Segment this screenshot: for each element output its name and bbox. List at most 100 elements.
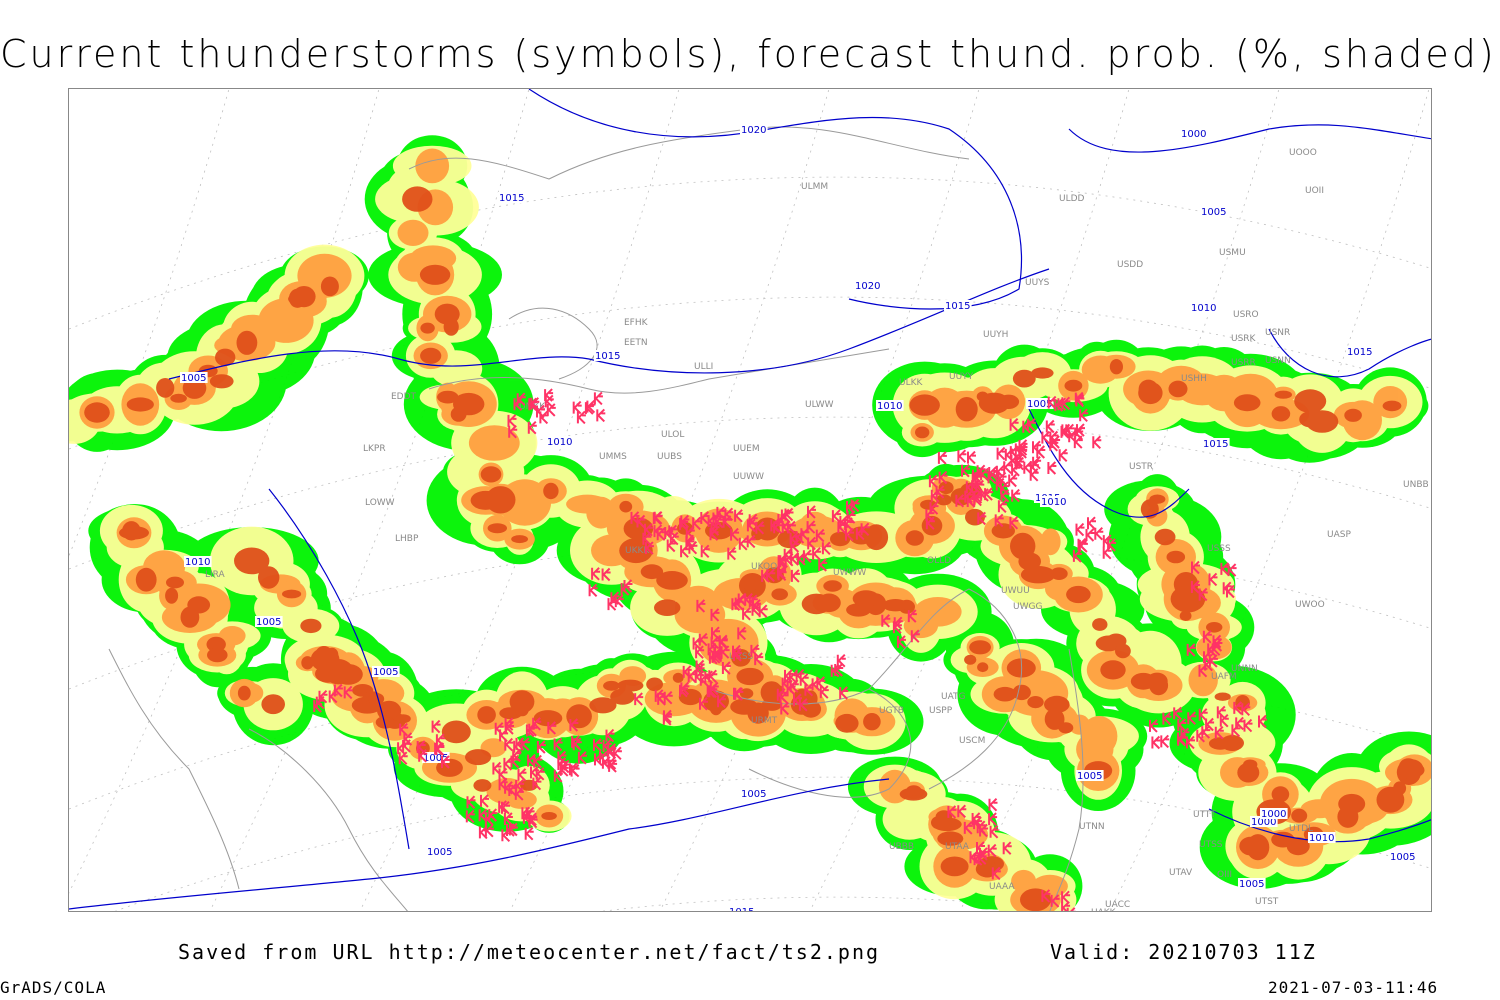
prob-cell <box>477 706 496 724</box>
thunderstorm-symbol <box>821 541 831 556</box>
station-lkpr: LKPR <box>363 444 386 454</box>
thunderstorm-symbol <box>845 527 854 542</box>
prob-cell <box>836 714 853 727</box>
prob-cell <box>965 508 985 526</box>
prob-cell <box>1115 643 1131 659</box>
meridian <box>69 89 380 894</box>
prob-cell <box>1170 585 1206 613</box>
prob-cell <box>1109 359 1123 375</box>
isobar-label: 1020 <box>741 125 766 136</box>
isobar-label: 1000 <box>1251 817 1276 828</box>
thunderstorm-symbol <box>505 721 514 735</box>
thunderstorm-symbol <box>544 388 554 402</box>
prob-cell <box>261 694 285 715</box>
thunderstorm-symbol <box>512 748 522 763</box>
thunderstorm-symbol <box>634 692 644 706</box>
thunderstorm-symbol <box>599 750 608 765</box>
prob-cell <box>1233 394 1261 412</box>
station-ukoo: UKOO <box>751 562 777 572</box>
parallel <box>114 776 1431 911</box>
thunderstorm-symbol <box>682 665 692 679</box>
prob-cell <box>993 686 1017 702</box>
thunderstorm-symbol <box>685 525 695 540</box>
station-urmt: URMT <box>751 716 778 726</box>
station-ulww: ULWW <box>805 400 834 410</box>
isobar-label-bg <box>255 616 283 627</box>
storm-cluster-14 <box>995 417 1068 482</box>
prob-cell <box>1140 499 1159 519</box>
thunderstorm-symbol <box>1202 630 1212 644</box>
prob-cell <box>743 578 757 592</box>
thunderstorm-symbol <box>593 738 602 752</box>
thunderstorm-symbol <box>525 723 535 738</box>
thunderstorm-symbol <box>403 732 413 746</box>
storm-cluster-26 <box>588 567 633 611</box>
isobar-label-bg <box>1238 878 1266 889</box>
thunderstorm-symbol <box>1029 468 1039 482</box>
prob-cell <box>465 749 492 766</box>
station-uuyh: UUYH <box>983 330 1008 340</box>
storm-cluster-2 <box>630 511 690 558</box>
prob-cell <box>1166 550 1186 564</box>
thunderstorm-symbol <box>494 722 504 736</box>
thunderstorm-symbol <box>465 809 475 824</box>
thunderstorm-symbol <box>818 558 828 572</box>
thunderstorm-symbol <box>515 779 525 793</box>
prob-cell <box>487 523 507 534</box>
prob-cell <box>1031 367 1054 379</box>
prob-cell <box>1214 692 1231 701</box>
thunderstorm-symbol <box>588 583 598 598</box>
prob-cell <box>760 681 783 704</box>
thunderstorm-symbol <box>1077 537 1087 552</box>
storm-cluster-10 <box>465 776 542 843</box>
thunderstorm-symbol <box>1047 461 1057 475</box>
prob-cell <box>1020 566 1056 584</box>
software-credit: GrADS/COLA <box>0 978 107 997</box>
thunderstorm-symbol <box>501 828 511 843</box>
thunderstorm-symbol <box>699 697 708 711</box>
parallel <box>69 296 1431 450</box>
thunderstorm-symbol <box>796 552 806 566</box>
storm-cluster-4 <box>755 518 831 583</box>
thunderstorm-symbol <box>781 520 791 534</box>
prob-cell <box>800 700 822 718</box>
thunderstorm-symbol <box>815 528 825 543</box>
storm-cluster-29 <box>881 609 920 649</box>
thunderstorm-symbol <box>907 609 917 623</box>
thunderstorm-symbol <box>1009 516 1019 530</box>
station-uwoo: UWOO <box>1295 600 1325 610</box>
thunderstorm-symbol <box>1047 395 1057 410</box>
thunderstorm-symbol <box>568 762 578 776</box>
isobar-label-bg <box>180 372 208 383</box>
station-usss: USSS <box>1207 544 1231 554</box>
isobar <box>1268 328 1431 378</box>
thunderstorm-symbol <box>937 451 947 465</box>
prob-cell <box>1018 552 1041 571</box>
prob-cell <box>1344 408 1362 422</box>
thunderstorm-symbol <box>1061 901 1071 911</box>
prob-cell <box>1179 610 1192 622</box>
thunderstorm-symbol <box>1235 716 1245 731</box>
thunderstorm-symbol <box>1222 581 1232 596</box>
thunderstorm-symbol <box>315 695 325 710</box>
thunderstorm-symbol <box>988 797 998 812</box>
prob-cell <box>166 576 184 589</box>
prob-cell <box>1092 618 1108 631</box>
thunderstorm-symbol <box>1219 713 1229 728</box>
station-uafm: UAFM <box>1211 672 1237 682</box>
thunderstorm-symbol <box>1072 549 1082 563</box>
prob-cell <box>218 626 246 646</box>
thunderstorm-symbol <box>910 629 920 643</box>
thunderstorm-symbol <box>536 404 545 419</box>
prob-cell <box>301 656 314 670</box>
prob-cell <box>940 856 969 877</box>
isobar-label-bg <box>1346 346 1374 357</box>
thunderstorm-symbol <box>1207 642 1217 657</box>
thunderstorm-symbol <box>1227 563 1237 577</box>
prob-cell <box>485 486 516 514</box>
thunderstorm-symbol <box>480 794 489 808</box>
thunderstorm-symbol <box>522 811 532 825</box>
thunderstorm-symbol <box>478 808 488 823</box>
station-olld: OLLD <box>927 556 951 566</box>
thunderstorm-symbol <box>761 569 771 583</box>
